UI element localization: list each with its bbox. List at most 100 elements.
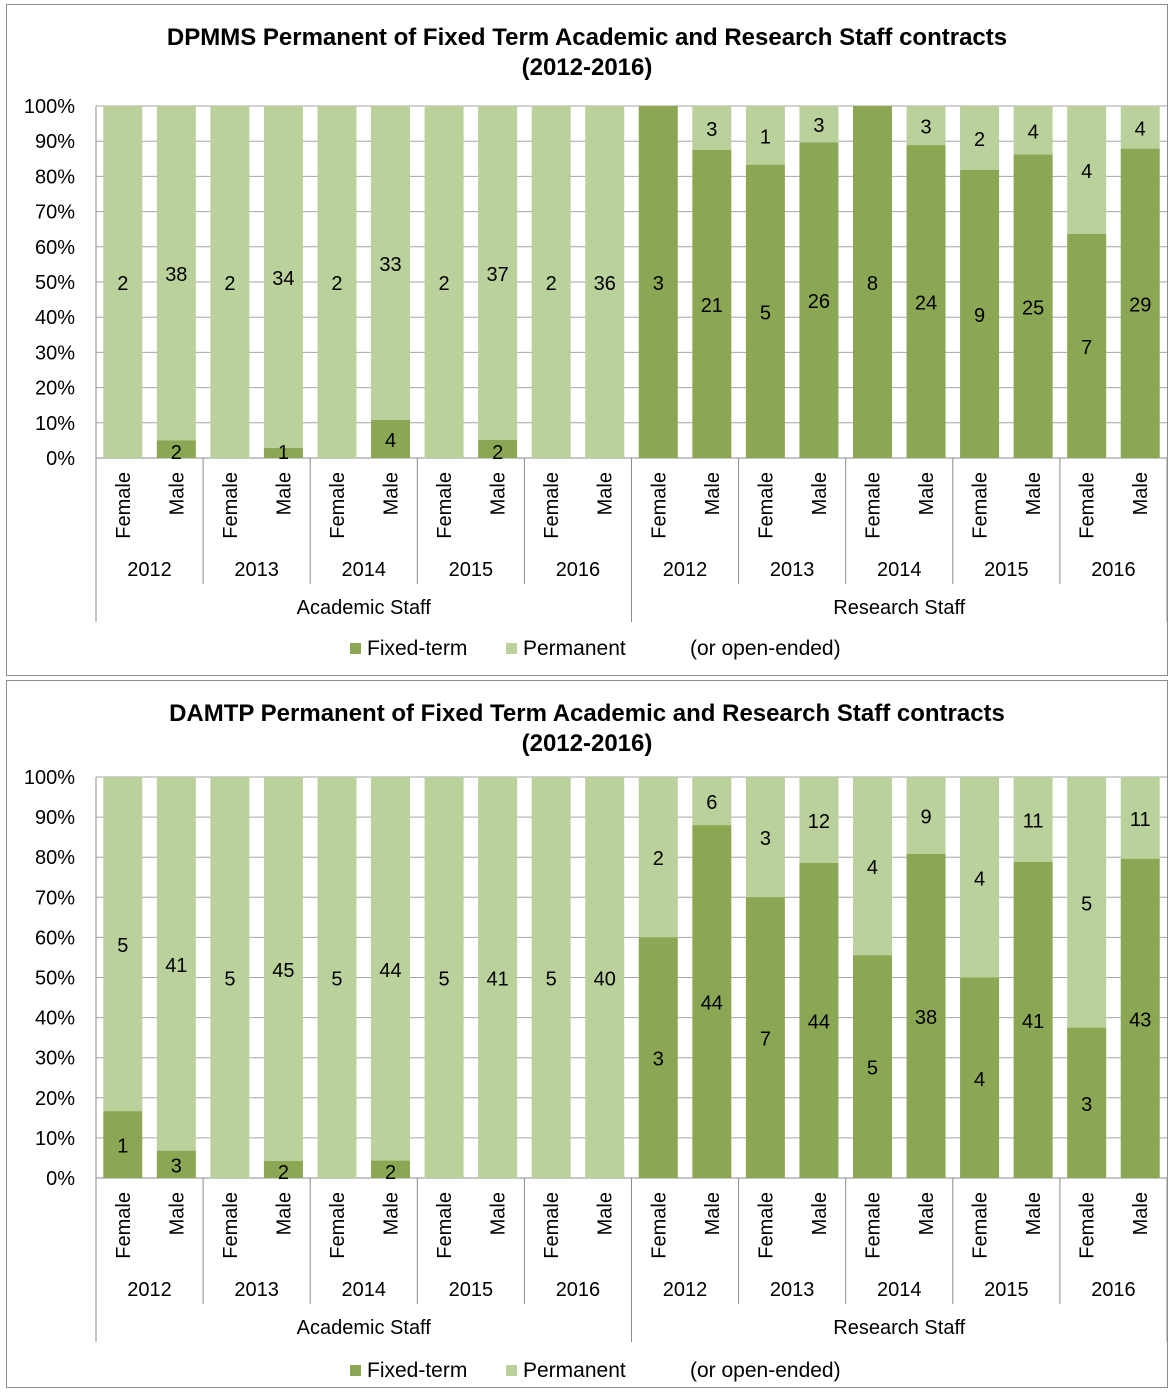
x-category-label: Female [1077, 1192, 1099, 1259]
data-label-fixed-term: 2 [385, 1162, 396, 1184]
data-label-permanent: 5 [117, 935, 128, 957]
x-category-label: Female [1077, 472, 1099, 539]
data-label-permanent: 4 [1081, 161, 1092, 183]
y-tick-label: 30% [35, 1048, 75, 1070]
bar-permanent [1067, 777, 1107, 1028]
staff-group-label: Research Staff [833, 597, 965, 619]
y-tick-label: 40% [35, 307, 75, 329]
data-label-fixed-term: 21 [701, 295, 723, 317]
data-label-fixed-term: 1 [117, 1136, 128, 1158]
x-category-label: Female [113, 472, 135, 539]
year-label: 2016 [556, 559, 601, 581]
x-category-label: Female [755, 472, 777, 539]
data-label-permanent: 5 [439, 969, 450, 991]
y-tick-label: 0% [46, 1168, 75, 1190]
data-label-permanent: 3 [706, 119, 717, 141]
data-label-permanent: 11 [1023, 810, 1044, 832]
legend-item-permanent: Permanent [506, 1359, 626, 1383]
data-label-fixed-term: 4 [974, 1069, 985, 1091]
bar-fixed-term [638, 937, 678, 1178]
x-category-label: Female [327, 472, 349, 539]
x-category-label: Male [488, 472, 510, 515]
legend-swatch-permanent [506, 643, 517, 654]
bar-permanent [745, 777, 785, 898]
y-tick-label: 100% [24, 96, 75, 118]
bar-fixed-term [1067, 1027, 1107, 1178]
x-category-label: Male [702, 472, 724, 515]
data-label-fixed-term: 41 [1022, 1011, 1044, 1033]
bar-fixed-term [478, 439, 518, 458]
x-category-label: Male [1023, 472, 1045, 515]
x-category-label: Male [595, 472, 617, 515]
y-tick-label: 70% [35, 887, 75, 909]
bar-permanent [745, 106, 785, 165]
data-label-permanent: 3 [813, 115, 824, 137]
x-category-label: Female [220, 1192, 242, 1259]
bar-permanent [156, 106, 196, 441]
data-label-permanent: 2 [224, 273, 235, 295]
staff-group-label: Academic Staff [297, 1317, 432, 1339]
bar-permanent [585, 777, 625, 1178]
x-category-label: Male [1130, 472, 1152, 515]
data-label-permanent: 37 [487, 264, 509, 286]
year-label: 2014 [342, 559, 387, 581]
bar-fixed-term [638, 106, 678, 458]
bar-fixed-term [852, 955, 892, 1178]
bar-permanent [103, 106, 143, 458]
bar-permanent [156, 777, 196, 1151]
data-label-fixed-term: 7 [760, 1029, 771, 1051]
data-label-fixed-term: 26 [808, 291, 830, 313]
bar-fixed-term [960, 977, 1000, 1178]
year-label: 2014 [877, 559, 922, 581]
bar-fixed-term [263, 1160, 303, 1178]
legend-label-fixed-term: Fixed-term [367, 637, 468, 660]
bar-fixed-term [799, 862, 839, 1178]
data-label-permanent: 2 [439, 273, 450, 295]
data-label-fixed-term: 24 [915, 293, 937, 315]
bar-permanent [960, 777, 1000, 978]
y-tick-label: 90% [35, 131, 75, 153]
x-category-label: Female [113, 1192, 135, 1259]
chart-title-line1: DPMMS Permanent of Fixed Term Academic a… [166, 24, 1008, 51]
data-label-fixed-term: 9 [974, 305, 985, 327]
staff-group-label: Academic Staff [297, 597, 432, 619]
bar-permanent [692, 106, 732, 150]
bar-fixed-term [1120, 858, 1160, 1178]
data-label-permanent: 11 [1130, 809, 1151, 831]
data-label-permanent: 36 [594, 273, 616, 295]
bar-fixed-term [799, 142, 839, 458]
x-category-label: Male [916, 472, 938, 515]
x-category-label: Male [1130, 1192, 1152, 1235]
bar-fixed-term [156, 440, 196, 458]
bar-fixed-term [1067, 234, 1107, 458]
data-label-permanent: 34 [272, 268, 294, 290]
bar-fixed-term [906, 853, 946, 1178]
bar-permanent [210, 777, 250, 1178]
bar-permanent [103, 777, 143, 1112]
x-category-label: Male [702, 1192, 724, 1235]
bar-fixed-term [103, 1111, 143, 1178]
x-category-label: Male [1023, 1192, 1045, 1235]
x-category-label: Female [541, 1192, 563, 1259]
bar-fixed-term [852, 106, 892, 458]
x-category-label: Female [434, 472, 456, 539]
damtp-stacked-bar-chart: 0% 10% 20% 30% 40% 50% 60% 70% 80% 90% 100% 1 5 Femal… [24, 767, 1168, 1342]
bar-fixed-term [263, 447, 303, 458]
x-category-label: Female [541, 472, 563, 539]
bar-fixed-term [1013, 861, 1053, 1178]
x-category-label: Male [166, 1192, 188, 1235]
bar-permanent [478, 106, 518, 440]
data-label-permanent: 1 [760, 126, 771, 148]
y-tick-label: 60% [35, 927, 75, 949]
bar-fixed-term [371, 419, 411, 458]
y-tick-label: 90% [35, 807, 75, 829]
data-label-permanent: 40 [594, 969, 616, 991]
chart-title-line2: (2012-2016) [521, 730, 653, 757]
legend-item-fixed-term: Fixed-term [350, 1359, 467, 1383]
bar-fixed-term [156, 1150, 196, 1178]
bar-permanent [317, 106, 357, 458]
data-label-fixed-term: 7 [1081, 337, 1092, 359]
y-tick-label: 20% [35, 378, 75, 400]
y-tick-label: 20% [35, 1088, 75, 1110]
year-label: 2015 [984, 559, 1029, 581]
